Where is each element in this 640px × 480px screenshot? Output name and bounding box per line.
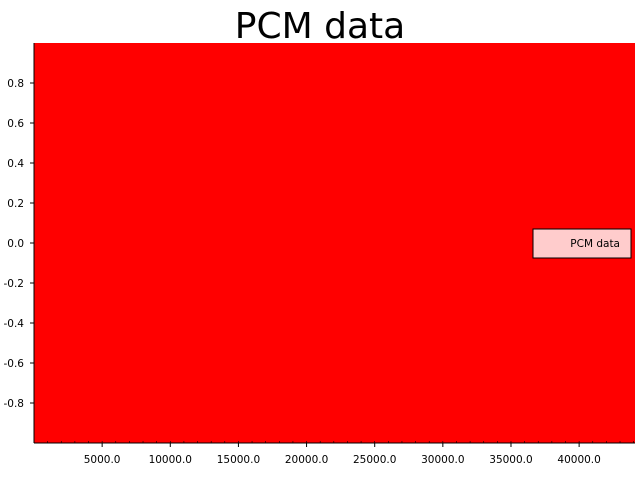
legend-entry-label: PCM data: [570, 238, 620, 250]
y-tick-label: 0.6: [7, 118, 24, 130]
x-tick-label: 20000.0: [285, 454, 328, 466]
x-tick-label: 15000.0: [217, 454, 260, 466]
y-axis: 0.8 0.6 0.4 0.2 0.0 -0.2 -0.4 -0.6 -0.8: [4, 43, 35, 443]
y-tick-label: 0.4: [7, 158, 24, 170]
x-tick-label: 25000.0: [353, 454, 396, 466]
chart-title: PCM data: [235, 6, 405, 47]
y-tick-label: 0.2: [7, 198, 24, 210]
x-tick-label: 30000.0: [421, 454, 464, 466]
legend-box: [532, 228, 632, 259]
y-tick-label: -0.4: [4, 318, 25, 330]
x-tick-label: 40000.0: [557, 454, 600, 466]
x-tick-label: 5000.0: [84, 454, 121, 466]
y-tick-label: -0.2: [4, 278, 25, 290]
y-tick-label: -0.6: [4, 358, 25, 370]
y-tick-label: 0.0: [7, 238, 24, 250]
x-tick-label: 35000.0: [489, 454, 532, 466]
legend: PCM data: [532, 228, 632, 259]
x-tick-label: 10000.0: [149, 454, 192, 466]
x-axis: 5000.0 10000.0 15000.0 20000.0 25000.0 30000.…: [33, 441, 635, 466]
y-tick-label: 0.8: [7, 78, 24, 90]
y-tick-label: -0.8: [4, 398, 25, 410]
